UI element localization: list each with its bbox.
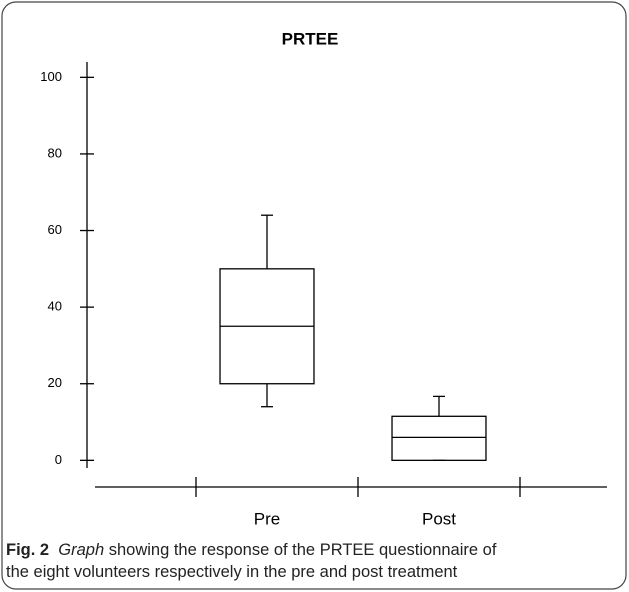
y-tick-label: 0 xyxy=(55,452,62,467)
x-tick-label: Post xyxy=(422,509,456,528)
y-tick-label: 80 xyxy=(48,145,62,160)
y-tick-label: 100 xyxy=(40,69,62,84)
chart-title: PRTEE xyxy=(282,29,339,48)
y-tick-label: 40 xyxy=(48,299,62,314)
y-tick-label: 20 xyxy=(48,375,62,390)
caption-line: Fig. 2 Graph showing the response of the… xyxy=(6,539,496,561)
caption-emphasis: Graph xyxy=(58,541,105,559)
y-tick-label: 60 xyxy=(48,222,62,237)
caption-text: the eight volunteers respectively in the… xyxy=(6,563,458,581)
caption-text: showing the response of the PRTEE questi… xyxy=(108,541,497,559)
box xyxy=(391,415,487,461)
caption-label: Fig. 2 xyxy=(6,541,50,559)
caption: Fig. 2 Graph showing the response of the… xyxy=(6,539,496,583)
x-tick-label: Pre xyxy=(254,509,280,528)
